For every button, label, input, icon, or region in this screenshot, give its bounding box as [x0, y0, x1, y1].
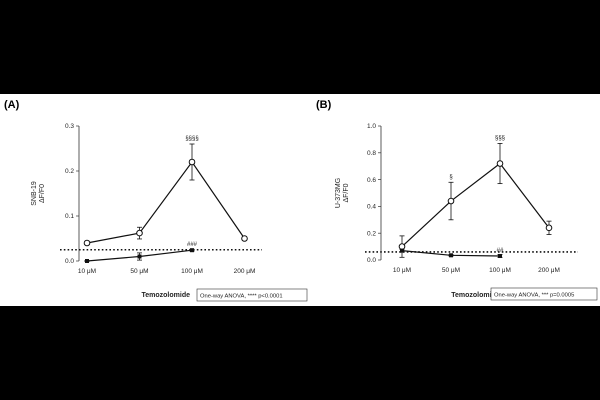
panel-b-stats-box — [490, 287, 598, 301]
panel-a-series-1-line — [86, 160, 245, 244]
panel-a-data-point-open — [188, 158, 196, 166]
panel-a-data-point-filled — [190, 248, 194, 253]
panel-a-significance-annotation: ### — [187, 242, 198, 248]
panel-a-x-tick-label: 50 μM — [130, 268, 148, 275]
panel-a-x-tick-label: 200 μM — [234, 268, 256, 275]
panel-b-data-point-open — [447, 197, 455, 205]
panel-b-y-tick-label: 0.0 — [367, 257, 376, 264]
panel-a-data-point-filled — [85, 259, 89, 263]
panel-a-x-tick-label: 100 μM — [181, 268, 203, 275]
panel-b-x-axis-title: Temozolomide — [451, 292, 500, 299]
panel-b-stats-box-text: One-way ANOVA, *** p=0.0005 — [494, 292, 574, 298]
panel-b-significance-annotation: ## — [497, 248, 504, 254]
panel-b-series-1-line — [401, 162, 550, 248]
panel-a-label: (A) — [4, 99, 20, 111]
panel-a-data-point-open — [241, 235, 248, 242]
panel-a-data-point-open — [136, 229, 143, 237]
panel-b-x-tick-label: 50 μM — [442, 267, 460, 274]
panel-b-x-tick-label: 100 μM — [489, 267, 511, 274]
panel-b-data-point-open — [545, 224, 553, 232]
panel-a-y-tick-label: 0.2 — [65, 168, 74, 175]
panel-b-x-tick-label: 200 μM — [538, 267, 560, 274]
panel-b-data-point-open — [398, 243, 406, 250]
panel-a-x-tick-label: 10 μM — [78, 268, 96, 275]
panel-a-y-axis-title: SNB-19 — [31, 181, 38, 206]
panel-b-data-point-filled — [449, 253, 453, 258]
panel-b-y-axis-title: U-373MG — [335, 178, 342, 208]
panel-b-label: (B) — [316, 99, 332, 111]
panel-a-y-tick-label: 0.0 — [65, 258, 74, 265]
figure-svg: (A) 0.0 0.1 0.2 0.3 10 μM 50 μM 100 μM 200 μM SNB… — [4, 99, 598, 302]
panel-a-data-point-open — [83, 239, 91, 247]
panel-b-data-point-filled — [400, 248, 404, 253]
panel-a-y-tick-label: 0.3 — [65, 123, 74, 130]
panel-a-y-axis-title: ΔF/F0 — [39, 184, 46, 203]
panel-a-stats-box-text: One-way ANOVA, **** p<0.0001 — [200, 293, 283, 299]
panel-b-y-tick-label: 0.8 — [367, 150, 376, 157]
panel-b-data-point-open — [496, 160, 504, 167]
panel-b-data-point-filled — [498, 253, 502, 258]
panel-a-stats-box — [196, 288, 308, 302]
panel-b-y-axis-title: ΔF/F0 — [343, 183, 350, 202]
panel-a-x-axis-title: Temozolomide — [142, 292, 191, 299]
panel-b-significance-annotation: §§§ — [495, 135, 505, 141]
panel-a-y-tick-label: 0.1 — [65, 213, 74, 220]
panel-a-significance-annotation: §§§§ — [185, 136, 198, 142]
panel-b-significance-annotation: § — [449, 174, 452, 180]
panel-b-y-tick-label: 0.2 — [367, 230, 376, 237]
panel-a-data-point-filled — [137, 254, 142, 259]
panel-b-x-tick-label: 10 μM — [393, 267, 411, 274]
panel-b-y-tick-label: 1.0 — [367, 123, 376, 130]
figure-background — [0, 94, 600, 306]
panel-b-y-tick-label: 0.6 — [367, 177, 376, 184]
panel-b-y-tick-label: 0.4 — [367, 204, 376, 211]
